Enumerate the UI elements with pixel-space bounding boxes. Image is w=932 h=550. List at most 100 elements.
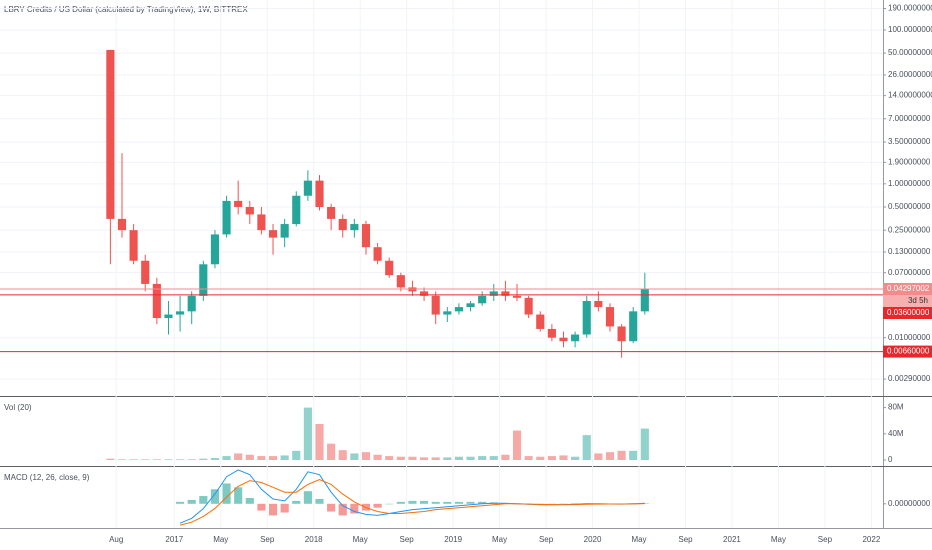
volume-bar <box>350 453 359 460</box>
candle-body <box>268 230 278 238</box>
volume-bar <box>176 459 185 460</box>
candle-body <box>396 275 405 288</box>
price-badge <box>883 306 932 319</box>
candle-body <box>501 291 510 296</box>
macd-histogram-bar <box>373 503 382 508</box>
macd-histogram-bar <box>292 500 301 504</box>
x-tick-label: 2021 <box>723 535 741 544</box>
candle-body <box>547 328 556 338</box>
macd-histogram-bar <box>350 503 359 514</box>
chart-title: LBRY Credits / US Dollar (calculated by … <box>4 5 248 14</box>
candle-body <box>164 314 173 319</box>
macd-tick-label: 0.00000000 <box>888 499 931 508</box>
macd-histogram-bar <box>187 499 196 504</box>
x-tick-label: May <box>492 535 507 544</box>
volume-bar <box>338 450 347 460</box>
volume-bar <box>141 459 150 460</box>
candle-body <box>454 307 463 312</box>
volume-bar <box>571 456 580 460</box>
volume-bar <box>396 456 405 460</box>
candle-body <box>117 218 127 231</box>
x-tick-label: 2018 <box>305 535 323 544</box>
volume-bar <box>605 452 615 460</box>
macd-histogram-bar <box>571 503 580 505</box>
y-tick-label: 0.01000000 <box>888 333 931 342</box>
volume-bar <box>640 428 649 460</box>
volume-bar <box>373 454 382 460</box>
price-badge-label: 0.03600000 <box>887 308 930 317</box>
candle-body <box>489 291 498 296</box>
candle-body <box>106 49 115 219</box>
macd-histogram-bar <box>176 501 185 504</box>
macd-histogram-bar <box>478 501 487 504</box>
candle-body <box>536 314 545 329</box>
volume-bar <box>524 456 533 460</box>
candle-body <box>466 303 475 308</box>
volume-bar <box>268 456 278 460</box>
candle-body <box>199 264 208 296</box>
price-badge-label: 0.00660000 <box>887 347 930 356</box>
volume-bar <box>617 450 626 460</box>
x-tick-label: Sep <box>818 535 833 544</box>
x-tick-label: May <box>631 535 646 544</box>
macd-histogram-bar <box>222 483 231 504</box>
y-tick-label: 14.00000000 <box>888 91 932 100</box>
x-tick-label: May <box>213 535 228 544</box>
candle-body <box>559 337 568 342</box>
macd-histogram-bar <box>234 487 243 504</box>
volume-bar <box>547 456 556 460</box>
macd-histogram-bar <box>280 503 289 513</box>
candle-body <box>443 311 452 315</box>
volume-bar <box>536 456 545 460</box>
candle-body <box>152 283 161 319</box>
volume-bar <box>478 456 487 460</box>
macd-title: MACD (12, 26, close, 9) <box>4 473 90 482</box>
macd-histogram-bar <box>315 498 324 504</box>
candle-body <box>640 288 649 312</box>
macd-histogram-bar <box>431 501 440 504</box>
candle-body <box>594 300 603 308</box>
candle-body <box>187 295 196 312</box>
candle-body <box>571 334 580 342</box>
macd-histogram-bar <box>454 501 463 504</box>
volume-title: Vol (20) <box>4 403 32 412</box>
volume-bar <box>594 453 603 460</box>
candle-body <box>210 234 220 265</box>
volume-tick-label: 80M <box>888 403 904 412</box>
volume-bar <box>466 456 475 460</box>
candle-body <box>605 307 615 327</box>
candle-body <box>257 214 266 231</box>
candle-body <box>315 180 324 207</box>
volume-bar <box>443 457 452 460</box>
volume-bar <box>361 452 371 460</box>
volume-bar <box>303 407 312 460</box>
x-tick-label: 2022 <box>862 535 880 544</box>
candle-body <box>303 180 312 196</box>
volume-bar <box>117 459 127 460</box>
volume-tick-label: 0 <box>888 455 893 464</box>
countdown-badge <box>883 294 932 307</box>
macd-histogram-bar <box>257 503 266 511</box>
x-tick-label: May <box>353 535 368 544</box>
volume-bar <box>315 423 324 460</box>
candle-body <box>338 218 347 231</box>
macd-histogram-bar <box>338 503 347 516</box>
x-tick-label: Aug <box>109 535 123 544</box>
volume-tick-label: 40M <box>888 429 904 438</box>
macd-histogram-bar <box>443 501 452 504</box>
macd-histogram-bar <box>385 503 394 505</box>
macd-histogram-bar <box>396 501 405 504</box>
volume-bar <box>292 450 301 460</box>
macd-histogram-bar <box>559 503 568 505</box>
price-badge-label: 0.04297002 <box>887 284 930 293</box>
candle-body <box>361 224 371 248</box>
macd-histogram-bar <box>420 500 429 504</box>
y-tick-label: 1.90000000 <box>888 157 931 166</box>
candle-body <box>512 295 522 298</box>
candle-body <box>420 291 429 296</box>
price-badge <box>883 282 932 295</box>
volume-bar <box>431 457 440 460</box>
countdown-label: 3d 5h <box>908 296 928 305</box>
